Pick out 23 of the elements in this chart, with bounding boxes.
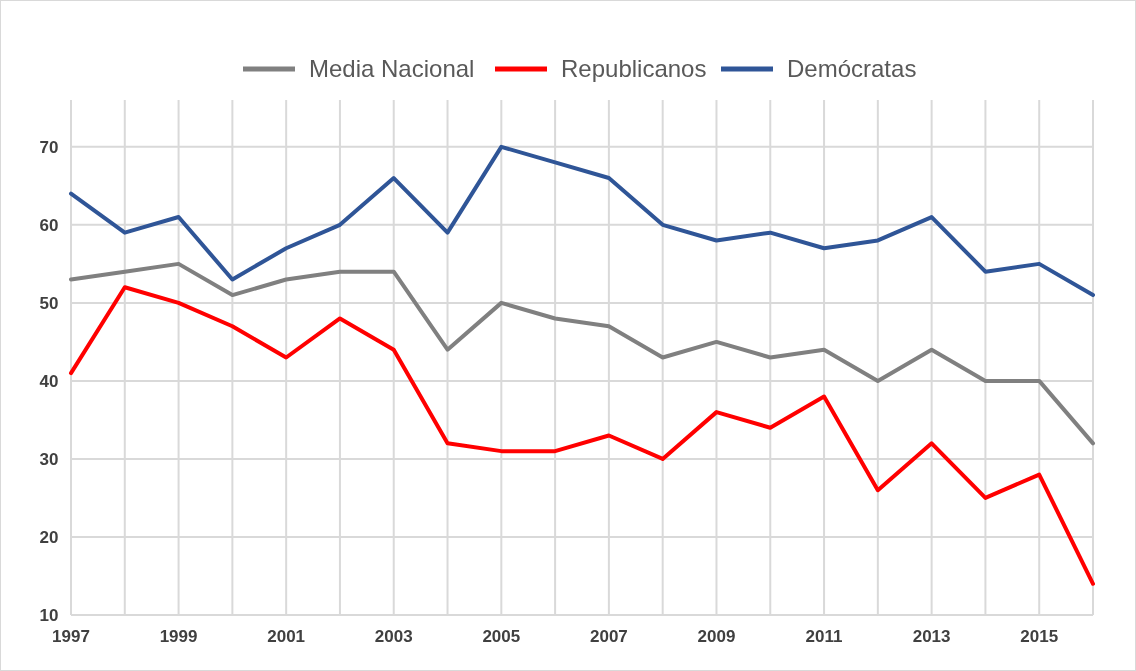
x-tick-label: 2015 xyxy=(1020,627,1059,646)
x-tick-label: 2007 xyxy=(589,627,628,646)
y-tick-label: 10 xyxy=(39,605,59,625)
x-tick-label: 2011 xyxy=(805,627,843,646)
x-tick-label: 2005 xyxy=(482,627,521,646)
line-series xyxy=(69,285,1095,586)
x-tick-label: 2003 xyxy=(374,627,413,646)
y-tick-label: 20 xyxy=(39,527,59,547)
y-tick-label: 30 xyxy=(39,449,59,469)
y-tick-label: 40 xyxy=(39,371,59,391)
legend-label: Media Nacional xyxy=(309,55,475,83)
y-tick-label: 50 xyxy=(39,293,59,313)
x-tick-label: 2013 xyxy=(912,627,951,646)
line-series xyxy=(69,144,1095,298)
y-tick-label: 70 xyxy=(39,137,59,157)
x-tick-label: 1999 xyxy=(159,627,198,646)
x-tick-label: 2009 xyxy=(697,627,736,646)
legend-label: Republicanos xyxy=(561,55,707,83)
x-tick-label: 1997 xyxy=(52,627,90,646)
x-tick-label: 2001 xyxy=(267,627,306,646)
y-tick-label: 60 xyxy=(39,215,59,235)
line-series xyxy=(69,261,1095,446)
legend-label: Demócratas xyxy=(787,55,917,83)
